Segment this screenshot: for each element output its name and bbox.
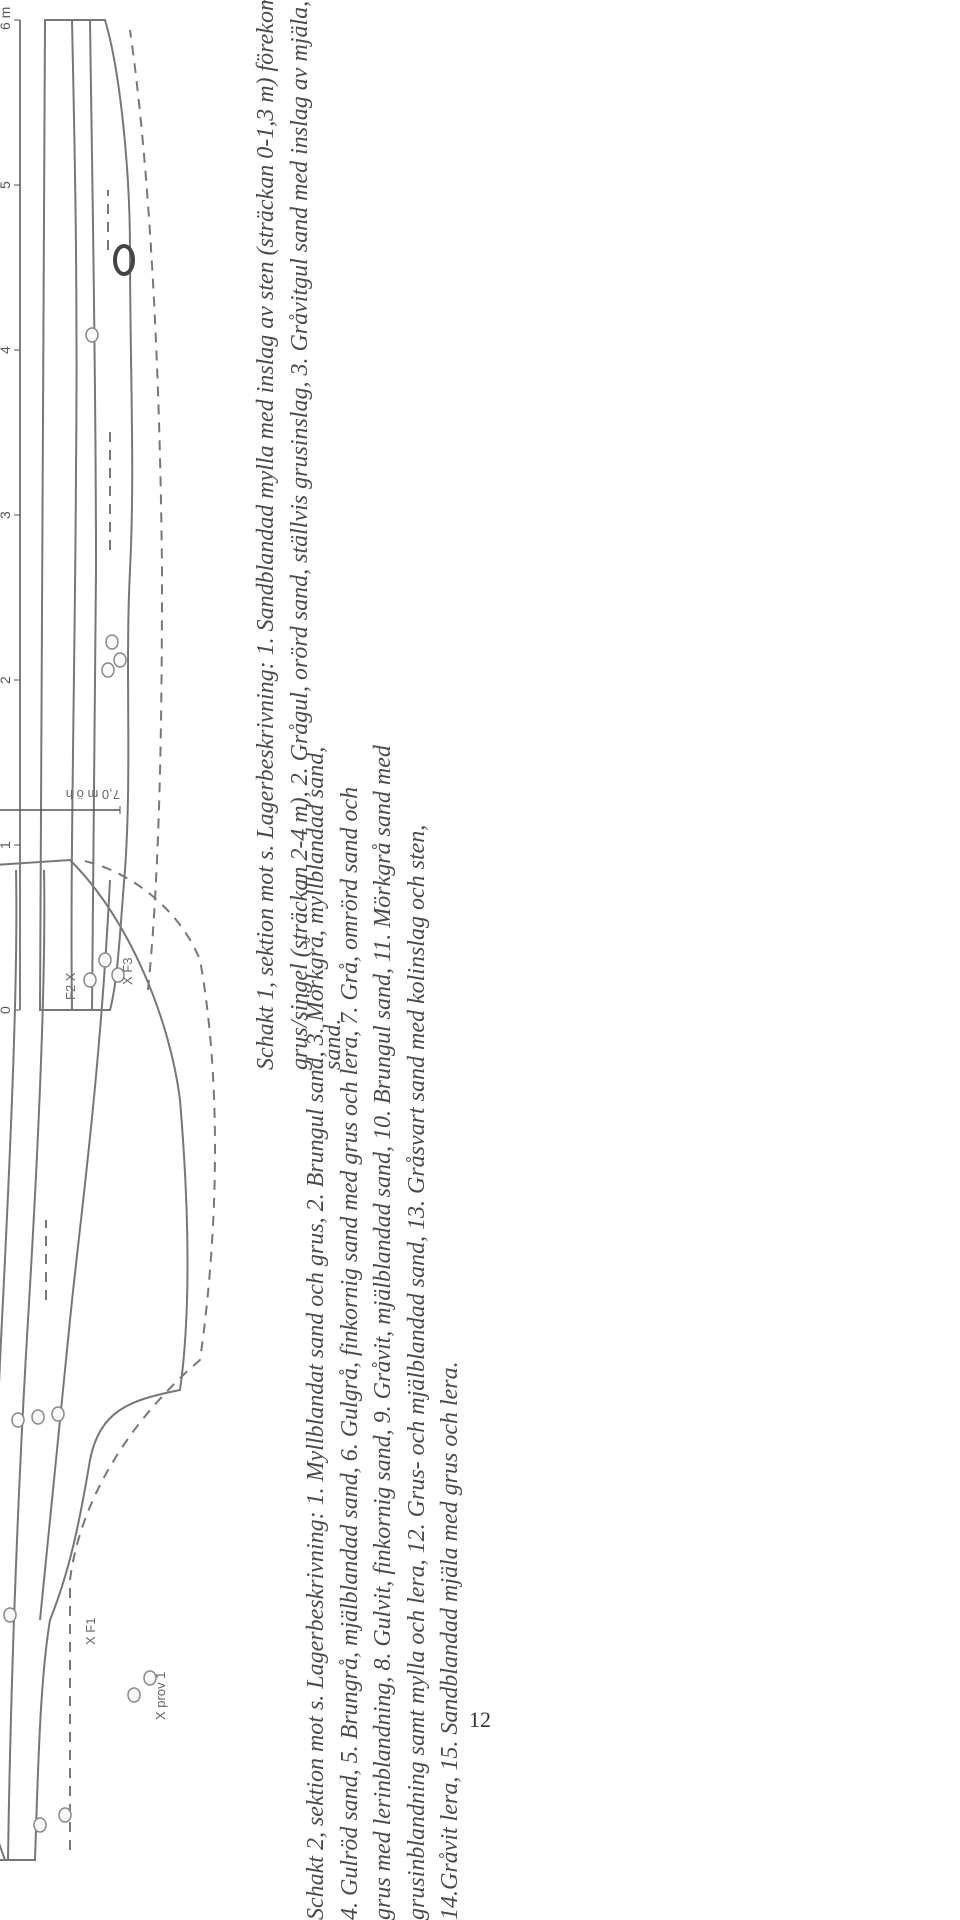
marker-f1: X F1 [83,1618,98,1645]
schakt2-drawing: 0 1 2 3 4 5 6 m 8,0 m ö h 7,0 m ö h [0,700,290,1920]
page-root: 0 1 2 3 4 5 6 m 8,0 m ö h 7,0 m ö h [0,0,960,1773]
schakt2-ylabel-bottom: 7,0 m ö h [66,787,120,802]
stone-icon [86,328,98,342]
stone-icon [114,653,126,667]
marker-f2: F2 X [63,972,78,1000]
stone-icon [102,663,114,677]
tick-label: 3 [0,511,13,519]
marker-f3: X F3 [120,958,135,985]
schakt2-caption: Schakt 2, sektion mot s. Lagerbeskrivnin… [300,740,468,1920]
tick-label: 4 [0,346,13,354]
page-number: 12 [0,1707,960,1733]
tick-label: 6 m [0,7,13,30]
tick-label: 5 [0,181,13,189]
schakt2-wedge [0,1790,5,1860]
schakt2-bottom-dashed [70,860,215,1850]
stone-icon [106,635,118,649]
tick-label: 2 [0,676,13,684]
schakt2-block: 0 1 2 3 4 5 6 m 8,0 m ö h 7,0 m ö h [0,700,490,1920]
